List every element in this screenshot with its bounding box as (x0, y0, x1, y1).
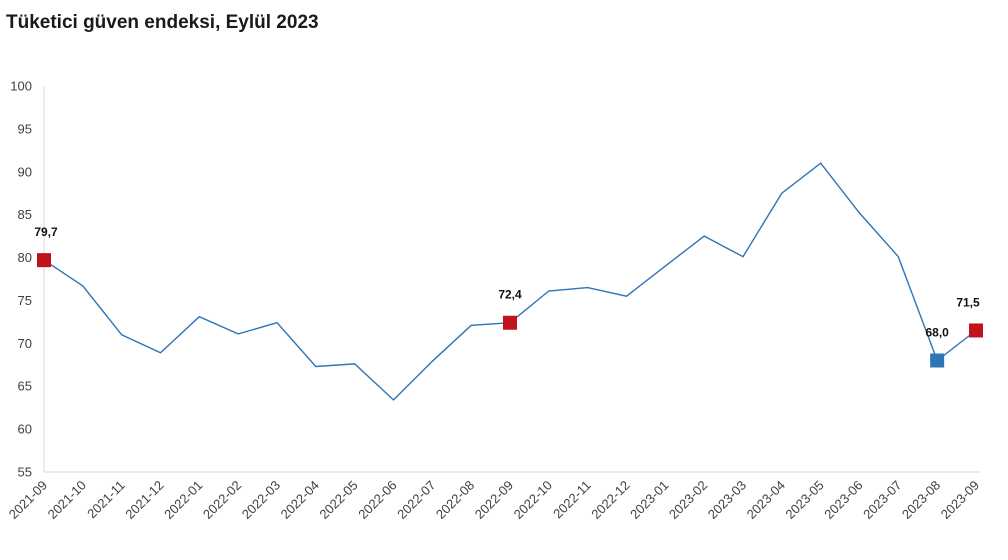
data-point (897, 256, 899, 258)
y-tick-label: 75 (18, 293, 32, 308)
y-tick-label: 90 (18, 164, 32, 179)
series-line (43, 162, 977, 401)
data-point (509, 322, 511, 324)
data-point (587, 287, 589, 289)
data-point (548, 290, 550, 292)
data-point (936, 359, 938, 361)
data-point (431, 360, 433, 362)
y-tick-label: 95 (18, 121, 32, 136)
x-tick-label: 2022-07 (394, 478, 438, 522)
data-point (82, 285, 84, 287)
x-tick-label: 2023-01 (627, 478, 671, 522)
data-label: 71,5 (956, 295, 980, 309)
x-tick-label: 2022-08 (433, 478, 477, 522)
data-point (160, 352, 162, 354)
highlight-marker (969, 323, 983, 338)
data-point (121, 334, 123, 336)
data-point (975, 329, 977, 331)
x-tick-label: 2023-05 (782, 478, 826, 522)
x-tick-label: 2022-03 (239, 478, 283, 522)
highlight-marker (930, 353, 945, 368)
x-tick-label: 2023-09 (938, 478, 982, 522)
y-tick-label: 85 (18, 207, 32, 222)
axes (43, 86, 980, 473)
data-point (703, 235, 705, 237)
data-point (664, 265, 666, 267)
x-tick-label: 2023-07 (860, 478, 904, 522)
data-point (626, 295, 628, 297)
y-tick-label: 55 (18, 465, 32, 480)
data-label: 68,0 (925, 325, 949, 339)
data-label: 79,7 (34, 225, 58, 239)
x-tick-label: 2021-10 (45, 478, 89, 522)
x-tick-label: 2022-04 (278, 478, 322, 522)
y-tick-label: 70 (18, 336, 32, 351)
x-tick-label: 2022-10 (511, 478, 555, 522)
data-point (43, 259, 45, 261)
x-tick-label: 2023-03 (705, 478, 749, 522)
x-tick-label: 2022-05 (316, 478, 360, 522)
x-tick-label: 2023-02 (666, 478, 710, 522)
highlight-markers (37, 253, 983, 368)
x-tick-label: 2022-02 (200, 478, 244, 522)
x-tick-label: 2023-06 (821, 478, 865, 522)
y-axis-ticks: 55 60 65 70 75 80 85 90 95 100 (10, 79, 32, 480)
x-tick-label: 2021-12 (122, 478, 166, 522)
data-point (742, 256, 744, 258)
highlight-marker (37, 253, 51, 268)
data-point (237, 333, 239, 335)
data-point (198, 316, 200, 318)
data-point (820, 162, 822, 164)
x-tick-label: 2022-01 (161, 478, 205, 522)
data-point (354, 363, 356, 365)
data-point (393, 399, 395, 401)
x-tick-label: 2021-11 (84, 478, 128, 522)
x-tick-label: 2022-11 (550, 478, 594, 522)
data-point (276, 322, 278, 324)
data-labels: 79,7 72,4 68,0 71,5 (34, 225, 980, 339)
y-tick-label: 65 (18, 379, 32, 394)
data-point (315, 365, 317, 367)
x-tick-label: 2022-09 (472, 478, 516, 522)
x-tick-label: 2023-08 (899, 478, 943, 522)
data-point (781, 192, 783, 194)
data-point (470, 324, 472, 326)
y-tick-label: 80 (18, 250, 32, 265)
y-tick-label: 100 (10, 79, 32, 94)
x-tick-label: 2023-04 (744, 478, 788, 522)
data-point (859, 212, 861, 214)
x-tick-label: 2022-12 (588, 478, 632, 522)
x-axis-ticks: 2021-092021-102021-112021-122022-012022-… (6, 478, 982, 522)
chart-title: Tüketici güven endeksi, Eylül 2023 (6, 12, 319, 33)
x-tick-label: 2022-06 (355, 478, 399, 522)
x-tick-label: 2021-09 (6, 478, 50, 522)
y-tick-label: 60 (18, 422, 32, 437)
data-label: 72,4 (498, 288, 522, 302)
highlight-marker (503, 315, 517, 330)
